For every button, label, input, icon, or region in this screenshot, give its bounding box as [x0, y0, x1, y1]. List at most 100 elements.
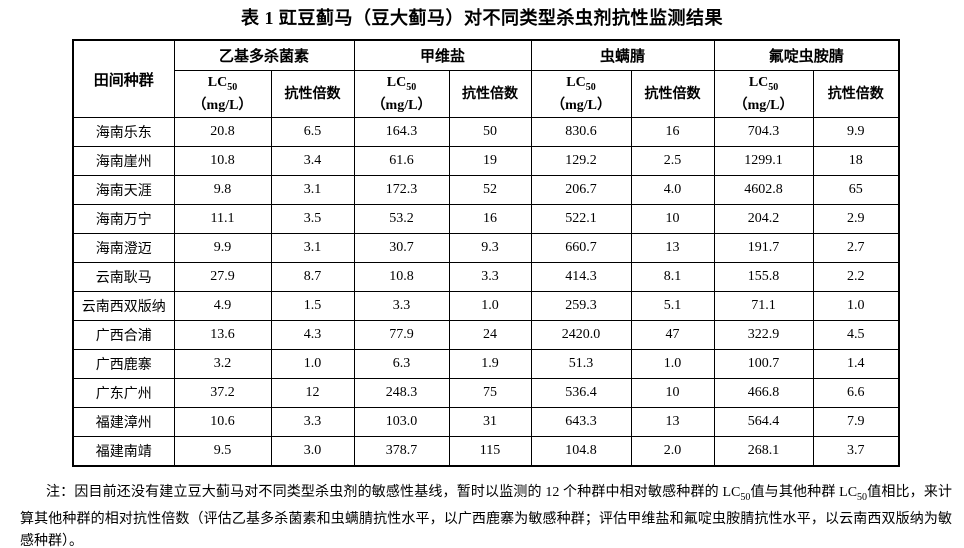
value-cell: 1.5 [270, 291, 355, 321]
population-cell: 海南万宁 [72, 204, 175, 234]
value-cell: 378.7 [353, 436, 450, 467]
value-cell: 466.8 [713, 378, 814, 408]
value-cell: 13 [630, 407, 715, 437]
col-header-resistance-ratio: 抗性倍数 [812, 70, 900, 118]
value-cell: 522.1 [530, 204, 632, 234]
value-cell: 129.2 [530, 146, 632, 176]
value-cell: 206.7 [530, 175, 632, 205]
table-row: 广西合浦 13.6 4.3 77.9 24 2420.0 47 322.9 4.5 [72, 320, 900, 350]
col-header-lc50: LC50 （mg/L） [353, 70, 450, 118]
footnote-subscript: 50 [857, 491, 868, 503]
population-cell: 广东广州 [72, 378, 175, 408]
value-cell: 155.8 [713, 262, 814, 292]
table-title: 表 1 豇豆蓟马（豆大蓟马）对不同类型杀虫剂抗性监测结果 [241, 8, 723, 28]
value-cell: 10.8 [173, 146, 272, 176]
value-cell: 11.1 [173, 204, 272, 234]
value-cell: 5.1 [630, 291, 715, 321]
value-cell: 10.6 [173, 407, 272, 437]
value-cell: 9.9 [812, 117, 900, 147]
value-cell: 3.2 [173, 349, 272, 379]
table-row: 海南澄迈 9.9 3.1 30.7 9.3 660.7 13 191.7 2.7 [72, 233, 900, 263]
value-cell: 248.3 [353, 378, 450, 408]
lc50-subscript: 50 [768, 81, 779, 93]
value-cell: 8.7 [270, 262, 355, 292]
value-cell: 65 [812, 175, 900, 205]
col-header-lc50: LC50 （mg/L） [173, 70, 272, 118]
value-cell: 414.3 [530, 262, 632, 292]
value-cell: 2.0 [630, 436, 715, 467]
col-group-chlorfenapyr: 虫螨腈 [530, 39, 715, 71]
value-cell: 37.2 [173, 378, 272, 408]
table-row: 福建南靖 9.5 3.0 378.7 115 104.8 2.0 268.1 3.7 [72, 436, 900, 467]
table-row: 云南西双版纳 4.9 1.5 3.3 1.0 259.3 5.1 71.1 1.0 [72, 291, 900, 321]
value-cell: 13.6 [173, 320, 272, 350]
table-row: 广西鹿寨 3.2 1.0 6.3 1.9 51.3 1.0 100.7 1.4 [72, 349, 900, 379]
value-cell: 10 [630, 378, 715, 408]
lc50-unit: （mg/L） [733, 98, 794, 114]
footnote-text: 值与其他种群 LC [750, 485, 858, 500]
value-cell: 4.5 [812, 320, 900, 350]
table-row: 广东广州 37.2 12 248.3 75 536.4 10 466.8 6.6 [72, 378, 900, 408]
value-cell: 50 [448, 117, 532, 147]
value-cell: 9.5 [173, 436, 272, 467]
value-cell: 47 [630, 320, 715, 350]
value-cell: 172.3 [353, 175, 450, 205]
lc50-label: LC [386, 74, 407, 90]
value-cell: 643.3 [530, 407, 632, 437]
col-header-resistance-ratio: 抗性倍数 [270, 70, 355, 118]
population-cell: 海南澄迈 [72, 233, 175, 263]
table-row: 云南耿马 27.9 8.7 10.8 3.3 414.3 8.1 155.8 2.2 [72, 262, 900, 292]
col-header-resistance-ratio: 抗性倍数 [448, 70, 532, 118]
value-cell: 3.3 [448, 262, 532, 292]
value-cell: 31 [448, 407, 532, 437]
value-cell: 7.9 [812, 407, 900, 437]
lc50-subscript: 50 [227, 81, 238, 93]
table-row: 福建漳州 10.6 3.3 103.0 31 643.3 13 564.4 7.9 [72, 407, 900, 437]
value-cell: 100.7 [713, 349, 814, 379]
value-cell: 75 [448, 378, 532, 408]
value-cell: 104.8 [530, 436, 632, 467]
value-cell: 12 [270, 378, 355, 408]
value-cell: 30.7 [353, 233, 450, 263]
value-cell: 1299.1 [713, 146, 814, 176]
value-cell: 564.4 [713, 407, 814, 437]
value-cell: 1.9 [448, 349, 532, 379]
value-cell: 13 [630, 233, 715, 263]
value-cell: 4.9 [173, 291, 272, 321]
value-cell: 4.3 [270, 320, 355, 350]
population-cell: 广西合浦 [72, 320, 175, 350]
population-cell: 福建南靖 [72, 436, 175, 467]
footnote-text: 值相比，来计算其他种群的相对抗性倍数（评估乙基多杀菌素和虫螨腈抗性水平，以广西鹿… [20, 485, 953, 548]
col-header-lc50: LC50 （mg/L） [713, 70, 814, 118]
value-cell: 51.3 [530, 349, 632, 379]
value-cell: 9.8 [173, 175, 272, 205]
value-cell: 71.1 [713, 291, 814, 321]
population-cell: 福建漳州 [72, 407, 175, 437]
value-cell: 61.6 [353, 146, 450, 176]
value-cell: 10.8 [353, 262, 450, 292]
population-cell: 海南天涯 [72, 175, 175, 205]
value-cell: 3.3 [353, 291, 450, 321]
value-cell: 536.4 [530, 378, 632, 408]
value-cell: 115 [448, 436, 532, 467]
value-cell: 3.7 [812, 436, 900, 467]
value-cell: 8.1 [630, 262, 715, 292]
value-cell: 2.9 [812, 204, 900, 234]
value-cell: 1.0 [812, 291, 900, 321]
value-cell: 6.5 [270, 117, 355, 147]
value-cell: 9.3 [448, 233, 532, 263]
value-cell: 3.3 [270, 407, 355, 437]
table-row: 海南乐东 20.8 6.5 164.3 50 830.6 16 704.3 9.9 [72, 117, 900, 147]
group-header-row: 田间种群 乙基多杀菌素 甲维盐 虫螨腈 氟啶虫胺腈 [72, 39, 900, 118]
value-cell: 1.0 [270, 349, 355, 379]
value-cell: 52 [448, 175, 532, 205]
footnote-subscript: 50 [740, 491, 751, 503]
lc50-unit: （mg/L） [192, 98, 253, 114]
col-group-emamectin: 甲维盐 [353, 39, 532, 71]
value-cell: 27.9 [173, 262, 272, 292]
value-cell: 164.3 [353, 117, 450, 147]
table-row: 海南崖州 10.8 3.4 61.6 19 129.2 2.5 1299.1 18 [72, 146, 900, 176]
sub-header-row: LC50 （mg/L） 抗性倍数 LC50 （mg/L） 抗性倍数 LC50 （mg/… [73, 70, 900, 118]
value-cell: 3.5 [270, 204, 355, 234]
value-cell: 24 [448, 320, 532, 350]
